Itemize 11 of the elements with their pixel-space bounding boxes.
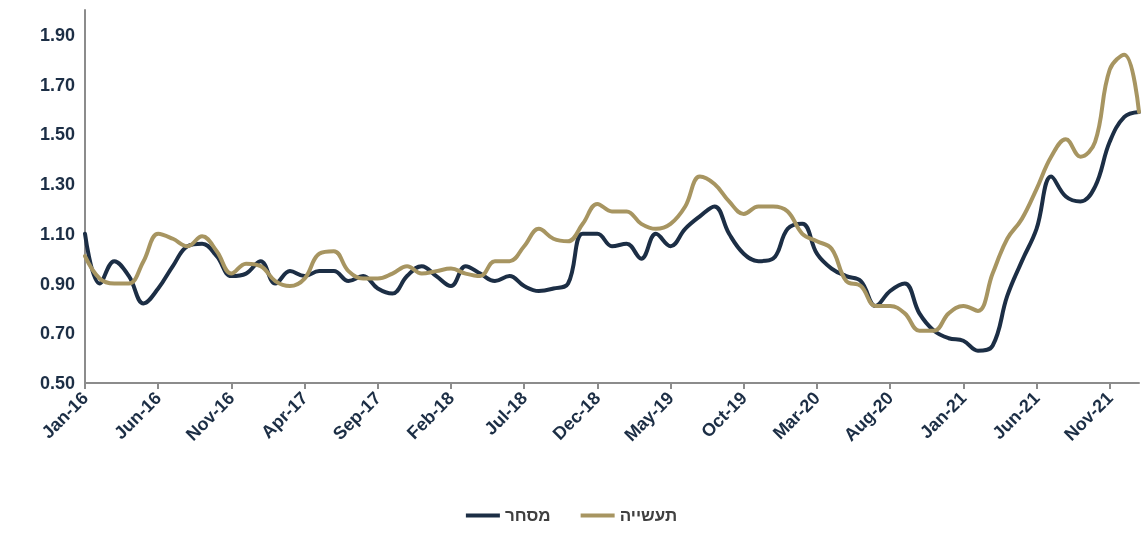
y-tick-label: 1.10	[39, 223, 75, 244]
legend-label: מסחר	[504, 506, 551, 525]
y-tick-label: 1.30	[39, 174, 75, 195]
y-tick-label: 1.90	[39, 24, 75, 45]
y-tick-label: 0.50	[39, 373, 75, 393]
y-tick-label: 0.70	[39, 323, 75, 344]
y-tick-label: 0.90	[39, 273, 75, 294]
y-tick-label: 1.70	[39, 74, 75, 95]
legend-label: תעשייה	[619, 506, 678, 525]
y-tick-label: 1.50	[39, 124, 75, 145]
line-series	[83, 52, 1141, 333]
